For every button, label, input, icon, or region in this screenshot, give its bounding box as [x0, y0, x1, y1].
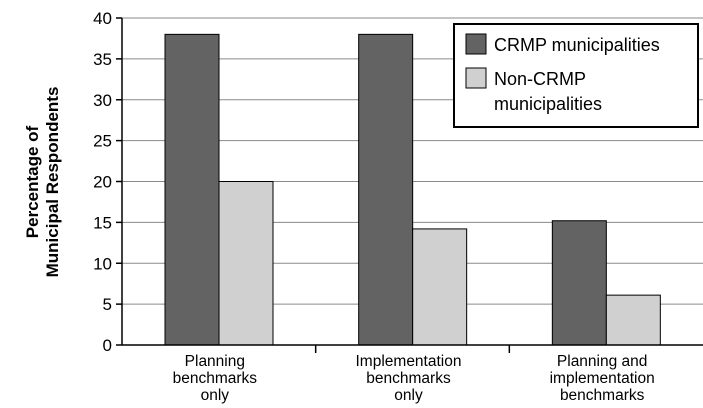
- x-category-label: Implementation benchmarks only: [356, 353, 462, 404]
- y-tick-label: 40: [93, 9, 112, 28]
- y-tick-label: 20: [93, 173, 112, 192]
- bar: [358, 33, 414, 346]
- bar: [164, 33, 220, 346]
- legend: CRMP municipalities Non-CRMP municipalitie…: [453, 23, 699, 128]
- legend-box: [453, 23, 699, 128]
- legend-label: CRMP municipalities: [494, 35, 660, 55]
- bars: [164, 33, 661, 346]
- legend-label: Non-CRMP municipalities: [494, 69, 602, 114]
- x-category-label: Planning benchmarks only: [173, 353, 258, 404]
- x-category-labels: Planning benchmarks only Implementation benc…: [173, 353, 655, 404]
- x-category-label: Planning and implementation benchmarks: [550, 353, 655, 404]
- bar: [551, 220, 607, 346]
- y-tick-label: 30: [93, 91, 112, 110]
- y-tick-label: 5: [103, 295, 112, 314]
- y-axis-title: Percentage ofMunicipal Respondents: [23, 87, 62, 278]
- y-axis-title: Percentage ofMunicipal Respondents: [23, 87, 62, 278]
- y-tick-label: 25: [93, 132, 112, 151]
- y-tick-labels: 0 5 10 15 20 25 30 35 40: [93, 9, 112, 355]
- legend-swatch: [465, 67, 487, 89]
- legend-swatch: [465, 33, 487, 55]
- y-tick-label: 10: [93, 254, 112, 273]
- axes: [116, 17, 703, 353]
- bar: [605, 294, 661, 346]
- y-tick-label: 15: [93, 213, 112, 232]
- bar: [218, 181, 274, 346]
- y-tick-label: 35: [93, 50, 112, 69]
- bar: [412, 228, 468, 346]
- y-tick-label: 0: [103, 336, 112, 355]
